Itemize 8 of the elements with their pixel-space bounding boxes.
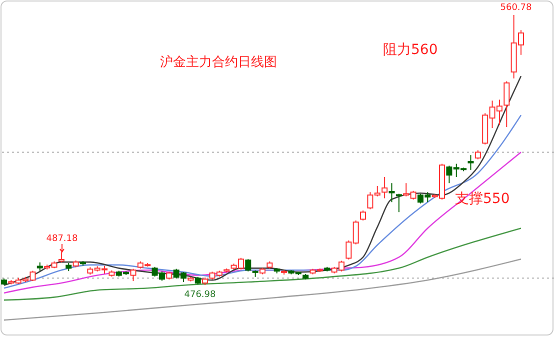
annotation: 阻力560	[383, 42, 438, 58]
candlestick	[468, 154, 474, 170]
annotation: 487.18	[46, 234, 78, 244]
text: 沪金主力合约日线图	[160, 54, 277, 70]
candlestick	[388, 182, 395, 203]
candlestick	[382, 176, 388, 199]
text: 476.98	[184, 290, 216, 300]
text: 560.78	[500, 3, 532, 13]
